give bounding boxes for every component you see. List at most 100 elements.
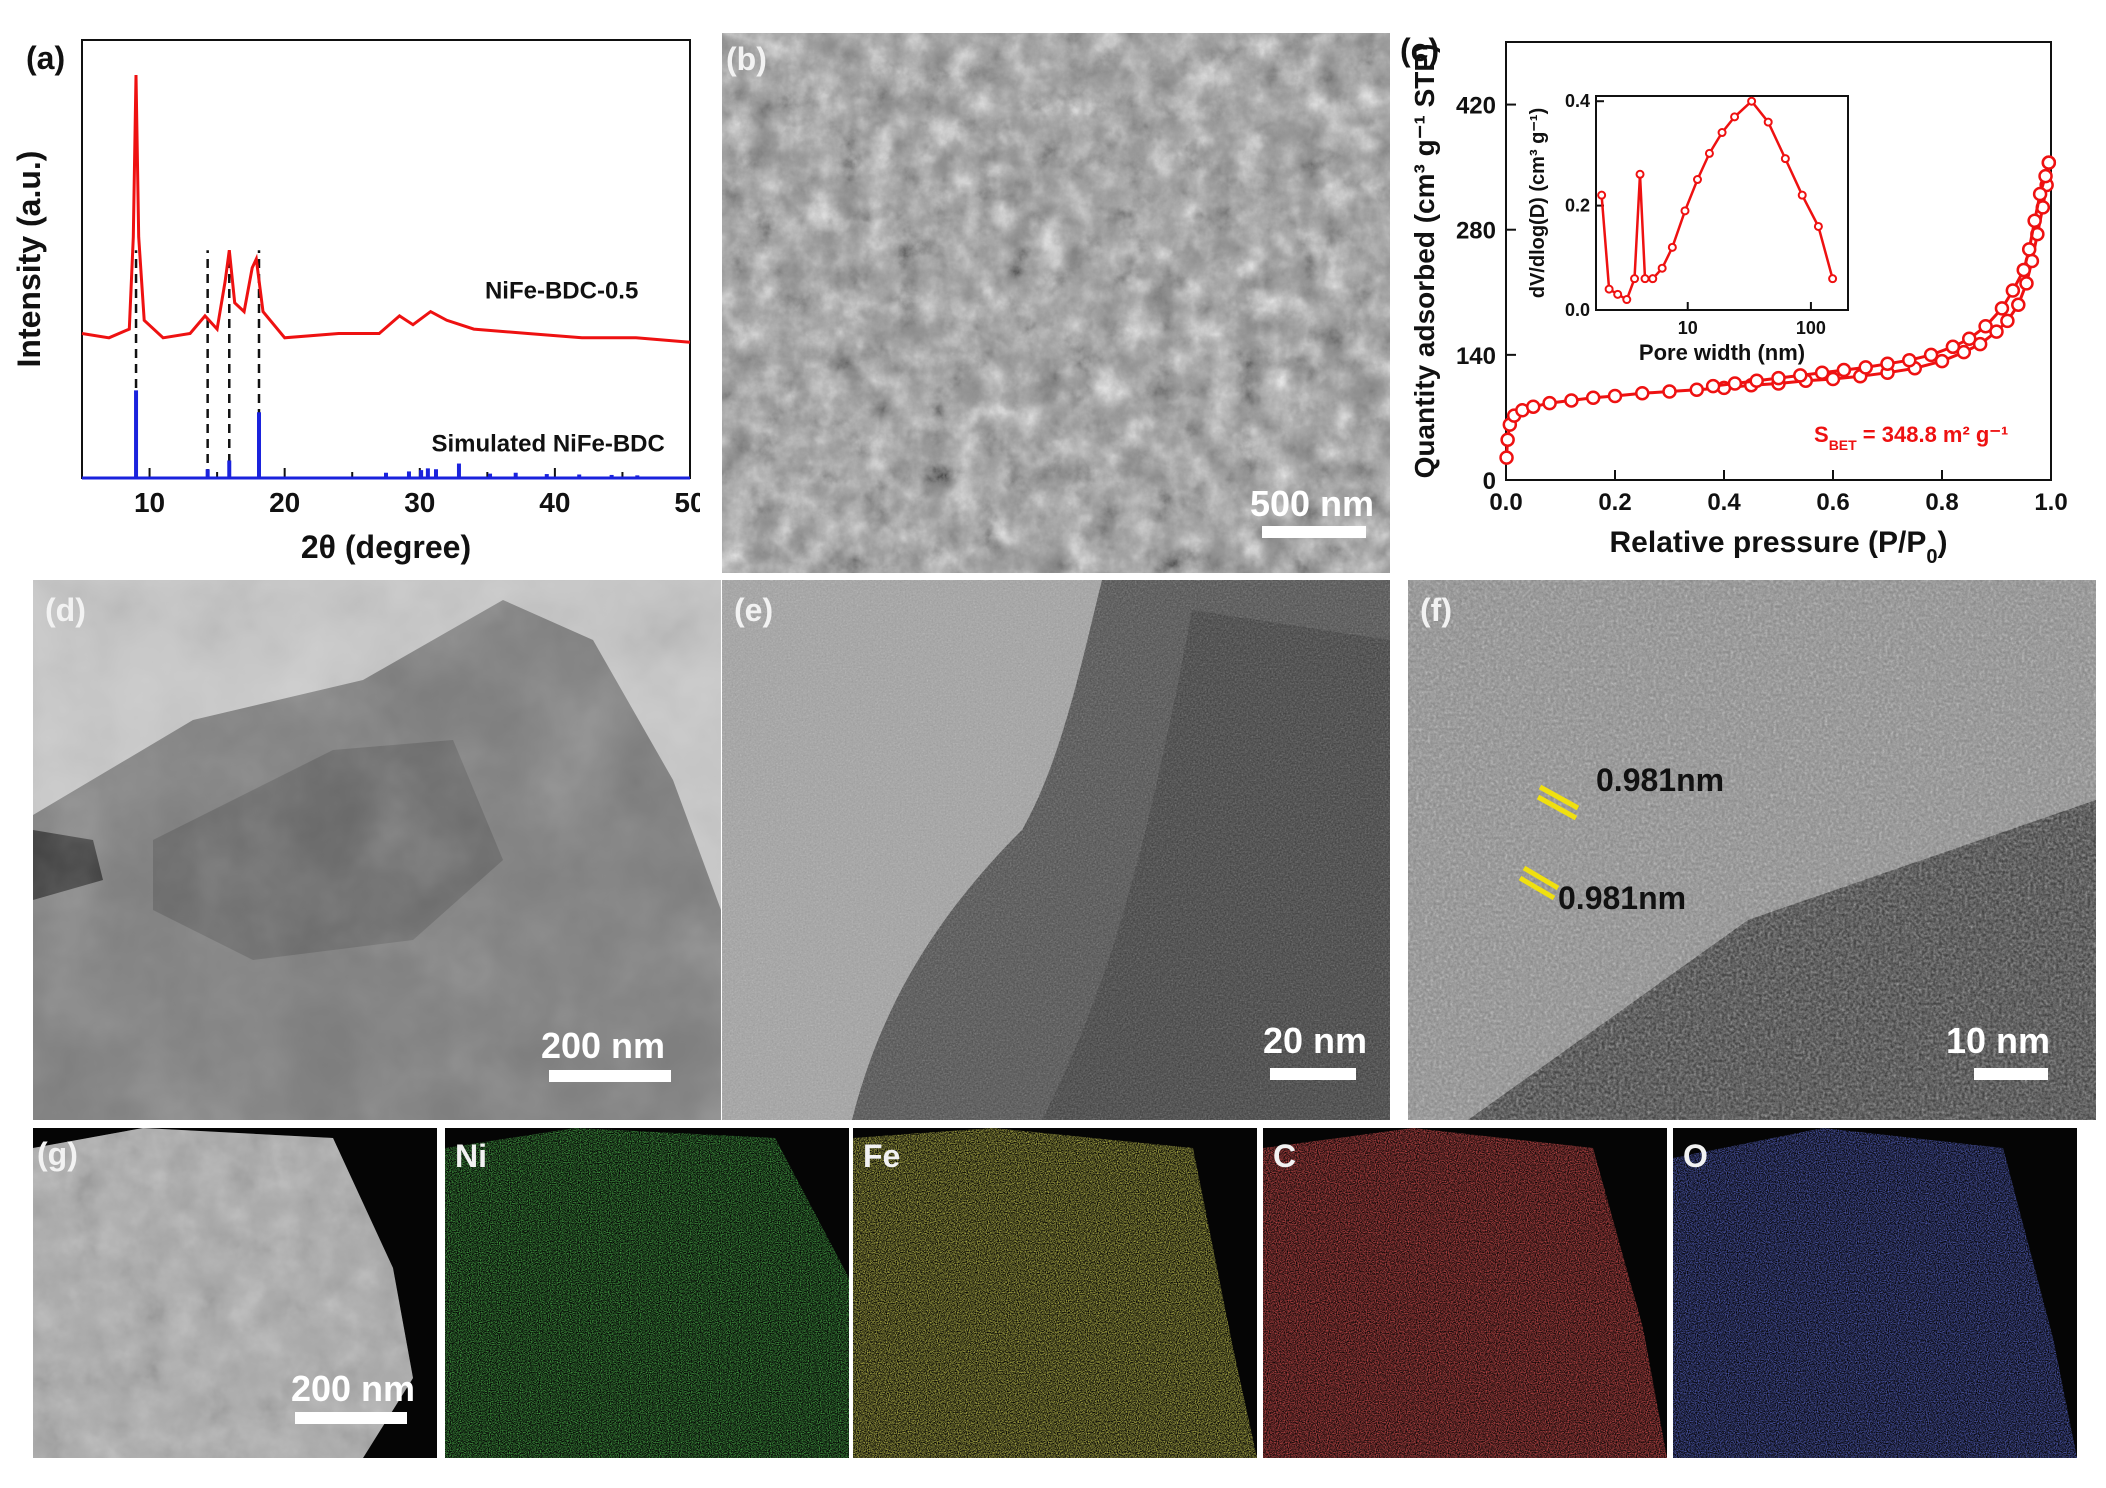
eds-c-signal xyxy=(1263,1128,1667,1458)
inset-data-point xyxy=(1813,221,1823,231)
x-axis-title-main: Relative pressure (P/P xyxy=(1610,526,1927,559)
inset-data-point xyxy=(1730,112,1740,122)
x-tick-label: 50 xyxy=(674,487,700,518)
inset-data-point xyxy=(1604,284,1614,294)
inset-data-point xyxy=(1704,148,1714,158)
lattice-fringe-marker-1 xyxy=(1536,784,1580,821)
data-point xyxy=(1749,373,1764,389)
inset-data-point xyxy=(1717,128,1727,138)
x-tick-label: 20 xyxy=(269,487,300,518)
hrtem-texture-e xyxy=(722,580,1390,1120)
lattice-spacing-label-1: 0.981nm xyxy=(1596,762,1725,798)
inset-data-point xyxy=(1667,242,1677,252)
series-label: Simulated NiFe-BDC xyxy=(431,431,664,458)
x-tick-label: 0.6 xyxy=(1816,489,1849,516)
data-point xyxy=(1994,301,2010,316)
xrd-chart: 10 20 30 40 50 2θ (degree) Intensity (a.u.) NiF… xyxy=(11,39,700,565)
x-axis-title: 2θ (degree) xyxy=(301,529,471,565)
scale-bar-b xyxy=(1262,526,1366,538)
panel-b-sem-image: (b) 500 nm xyxy=(722,33,1390,573)
data-point xyxy=(2032,186,2048,202)
scale-bar-label-f: 10 nm xyxy=(1945,1020,2051,1061)
scale-bar-label-d: 200 nm xyxy=(540,1025,666,1066)
x-tick-label: 0.8 xyxy=(1925,489,1958,516)
eds-o-signal xyxy=(1673,1128,2077,1458)
panel-label-d: (d) xyxy=(45,592,86,628)
y-tick-label: 420 xyxy=(1456,93,1496,120)
inset-data-point xyxy=(1657,263,1667,273)
eds-ni-signal xyxy=(445,1128,849,1458)
panel-label-c: (c) xyxy=(1400,32,1440,68)
inset-x-axis-title: Pore width (nm) xyxy=(1639,340,1805,365)
data-point xyxy=(1662,384,1677,399)
data-point xyxy=(1526,399,1541,414)
panel-c: (c) 0.0 0.2 0.4 0.6 0.8 1.0 0 140 280 420 Relative… xyxy=(1396,0,2106,580)
panel-a: (a) 10 20 30 40 50 2θ (degree) Intensity (a.u.… xyxy=(0,0,700,572)
y-tick-label: 280 xyxy=(1456,218,1496,245)
x-tick-label: 0.4 xyxy=(1707,489,1741,516)
data-point xyxy=(1972,336,1988,352)
inset-y-tick-label: 0.2 xyxy=(1565,196,1590,216)
data-point xyxy=(1858,360,1873,375)
data-point xyxy=(2011,297,2026,313)
inset-data-point xyxy=(1780,154,1790,164)
data-point xyxy=(1585,390,1601,406)
eds-label-c: C xyxy=(1273,1138,1297,1174)
bet-isotherm-chart: 0.0 0.2 0.4 0.6 0.8 1.0 0 140 280 420 Relative pre… xyxy=(1409,41,2068,568)
scale-bar-d xyxy=(549,1070,671,1082)
inset-data-point xyxy=(1622,295,1632,305)
x-axis-title-sub: 0 xyxy=(1926,546,1937,568)
eds-map-ni: Ni xyxy=(445,1128,849,1458)
inset-data-point xyxy=(1640,274,1650,284)
x-tick-label: 0.2 xyxy=(1598,489,1631,516)
eds-label-o: O xyxy=(1683,1138,1708,1174)
data-point xyxy=(2016,262,2031,278)
x-tick-label: 0.0 xyxy=(1489,489,1522,516)
data-point xyxy=(1500,432,1515,448)
panel-e-hrtem-image: (e) 20 nm xyxy=(722,580,1390,1120)
inset-y-tick-label: 0.4 xyxy=(1565,91,1590,111)
y-tick-label: 0 xyxy=(1483,468,1496,495)
series-line-desorption xyxy=(1712,162,2051,388)
data-point xyxy=(1727,376,1743,391)
inset-data-point xyxy=(1635,169,1645,179)
panel-label-e: (e) xyxy=(734,592,774,628)
data-point xyxy=(1542,395,1557,411)
inset-data-point xyxy=(1613,289,1623,299)
inset-data-point xyxy=(1680,206,1690,216)
x-axis-title-end: ) xyxy=(1937,526,1947,559)
plot-frame xyxy=(1505,41,2052,481)
data-point xyxy=(1564,393,1579,408)
scale-bar-label-b: 500 nm xyxy=(1249,483,1375,524)
eds-label-fe: Fe xyxy=(863,1138,901,1174)
data-point xyxy=(1771,370,1786,386)
x-tick-label: 10 xyxy=(134,487,165,518)
data-point xyxy=(1902,352,1917,368)
panel-label-b: (b) xyxy=(726,41,767,77)
tem-texture xyxy=(33,580,721,1120)
panel-d-tem-image: (d) 200 nm xyxy=(33,580,721,1120)
bet-annotation-sub: BET xyxy=(1829,437,1857,453)
data-point xyxy=(2041,155,2057,170)
y-axis-title: Intensity (a.u.) xyxy=(11,151,47,368)
inset-data-point xyxy=(1630,274,1640,284)
inset-data-point xyxy=(1692,175,1702,185)
haadf-texture xyxy=(33,1128,413,1458)
eds-map-c: C xyxy=(1263,1128,1667,1458)
data-point xyxy=(1836,362,1852,378)
bet-annotation-end: = 348.8 m² g⁻¹ xyxy=(1857,422,2009,447)
data-point xyxy=(2005,283,2021,298)
panel-label-f: (f) xyxy=(1420,592,1452,628)
scale-bar-f xyxy=(1974,1068,2048,1080)
eds-map-fe: Fe xyxy=(853,1128,1257,1458)
data-point xyxy=(1607,388,1623,404)
panel-f-hrtem-image: (f) 0.981nm 0.981nm 10 nm xyxy=(1408,580,2096,1120)
inset-data-point xyxy=(1648,274,1658,284)
sem-texture xyxy=(722,33,1390,573)
inset-data-point xyxy=(1828,274,1838,284)
data-point xyxy=(1880,356,1895,372)
series-line-nife-bdc-0.5 xyxy=(81,74,691,344)
x-tick-label: 40 xyxy=(539,487,570,518)
x-axis-title: Relative pressure (P/P0) xyxy=(1610,526,1948,568)
y-axis-title: Quantity adsorbed (cm³ g⁻¹ STP) xyxy=(1409,44,1440,479)
